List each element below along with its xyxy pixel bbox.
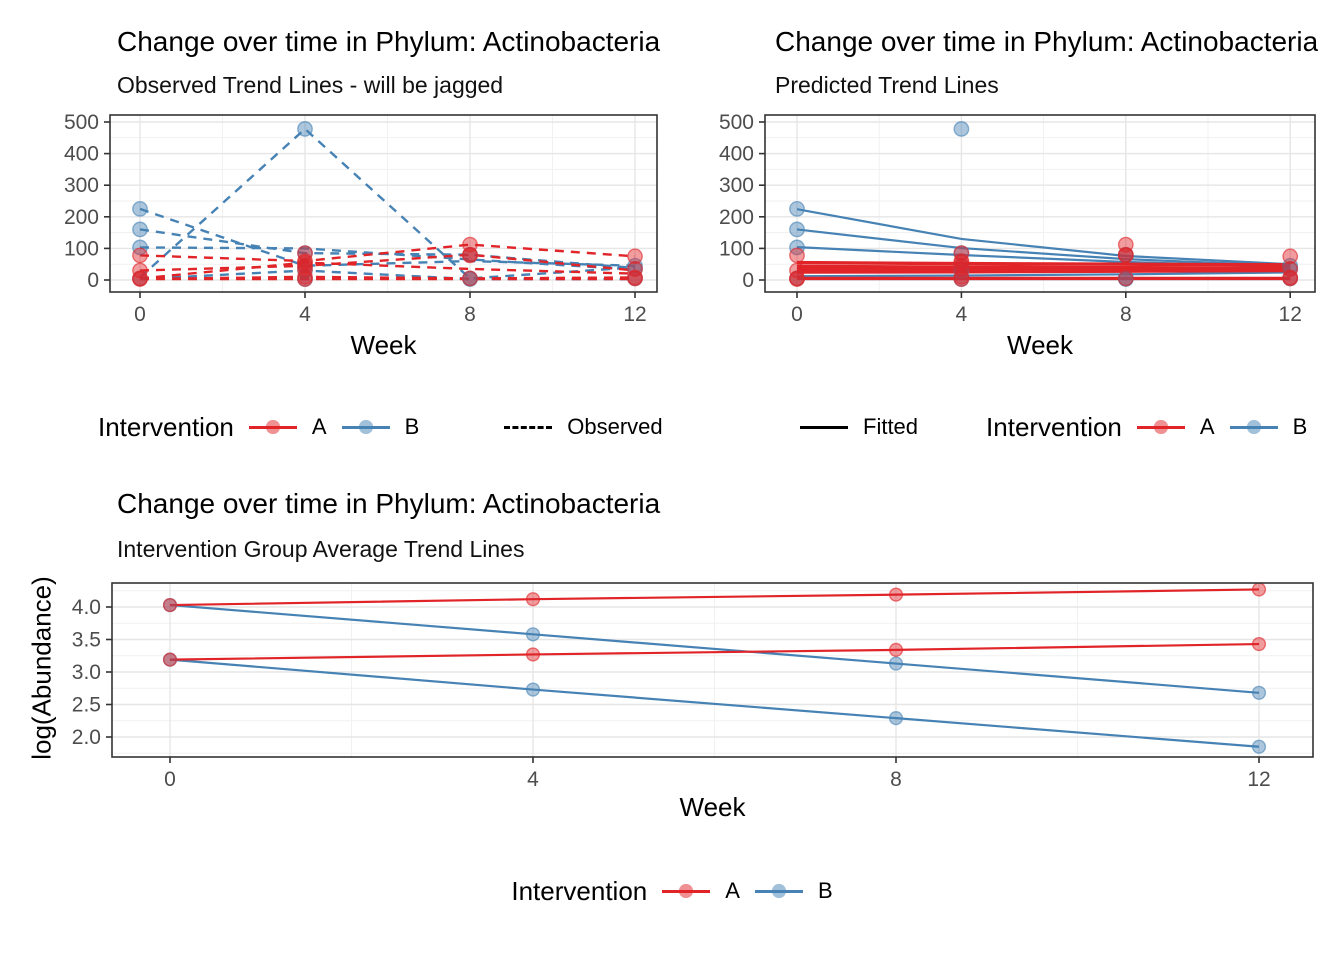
predicted-linetype-label: Fitted [863, 414, 919, 439]
average-legend-label-a: A [725, 878, 740, 903]
observed-legend-title: Intervention [98, 411, 234, 442]
legend-key-b-icon [1229, 417, 1278, 437]
svg-text:200: 200 [64, 206, 99, 229]
observed-legend-label-a: A [311, 414, 327, 439]
observed-chart-subtitle: Observed Trend Lines - will be jagged [117, 72, 504, 98]
predicted-legend: Fitted Intervention A B [800, 410, 1307, 444]
predicted-x-axis-title: Week [1007, 330, 1073, 360]
svg-text:100: 100 [719, 237, 754, 260]
svg-text:500: 500 [64, 111, 99, 134]
legend-key-b-icon [341, 417, 390, 437]
average-x-axis-title: Week [679, 792, 746, 822]
predicted-legend-title: Intervention [986, 411, 1122, 442]
svg-text:8: 8 [464, 303, 476, 326]
average-legend-label-b: B [817, 878, 833, 903]
predicted-legend-label-a: A [1199, 414, 1215, 439]
svg-text:0: 0 [742, 269, 754, 292]
legend-key-b-icon [754, 881, 803, 901]
predicted-plot-svg: 0 4 8 12 0 100 200 300 400 500 [719, 111, 1316, 326]
legend-key-a-icon [248, 417, 297, 437]
predicted-legend-label-b: B [1292, 414, 1308, 439]
svg-text:4: 4 [956, 303, 968, 326]
observed-legend-label-b: B [404, 414, 420, 439]
svg-text:0: 0 [164, 768, 176, 791]
svg-text:400: 400 [719, 143, 754, 166]
average-plot-svg: 0 4 8 12 2.0 2.5 3.0 3.5 4.0 [72, 582, 1314, 791]
average-legend: Intervention A B [0, 874, 1344, 908]
solid-line-key-icon [800, 425, 848, 429]
dashed-line-key-icon [504, 425, 553, 429]
svg-text:2.0: 2.0 [72, 726, 101, 749]
svg-text:0: 0 [134, 303, 146, 326]
svg-text:500: 500 [719, 111, 754, 134]
predicted-chart-subtitle: Predicted Trend Lines [775, 72, 999, 98]
average-chart-title: Change over time in Phylum: Actinobacter… [117, 488, 661, 519]
observed-legend: Intervention A B Observed [98, 410, 663, 444]
legend-key-a-icon [662, 881, 711, 901]
svg-text:4.0: 4.0 [72, 596, 101, 619]
average-legend-title: Intervention [511, 875, 648, 906]
svg-text:200: 200 [719, 206, 754, 229]
svg-text:8: 8 [890, 768, 902, 791]
svg-text:3.5: 3.5 [72, 629, 101, 652]
svg-text:3.0: 3.0 [72, 661, 101, 684]
observed-plot-svg: 0 4 8 12 0 100 200 300 400 500 [64, 111, 658, 326]
svg-text:2.5: 2.5 [72, 694, 101, 717]
svg-text:12: 12 [623, 303, 646, 326]
svg-text:8: 8 [1120, 303, 1132, 326]
observed-chart-title: Change over time in Phylum: Actinobacter… [117, 26, 661, 57]
observed-x-axis-title: Week [350, 330, 417, 360]
svg-text:400: 400 [64, 143, 99, 166]
legend-key-a-icon [1136, 417, 1185, 437]
svg-text:300: 300 [719, 174, 754, 197]
average-chart-subtitle: Intervention Group Average Trend Lines [117, 536, 525, 562]
svg-text:0: 0 [87, 269, 99, 292]
svg-text:12: 12 [1279, 303, 1302, 326]
svg-text:12: 12 [1247, 768, 1270, 791]
svg-text:300: 300 [64, 174, 99, 197]
svg-text:100: 100 [64, 237, 99, 260]
predicted-chart-title: Change over time in Phylum: Actinobacter… [775, 26, 1319, 57]
svg-text:0: 0 [791, 303, 803, 326]
svg-text:4: 4 [299, 303, 311, 326]
svg-text:4: 4 [527, 768, 539, 791]
observed-linetype-label: Observed [567, 414, 663, 439]
